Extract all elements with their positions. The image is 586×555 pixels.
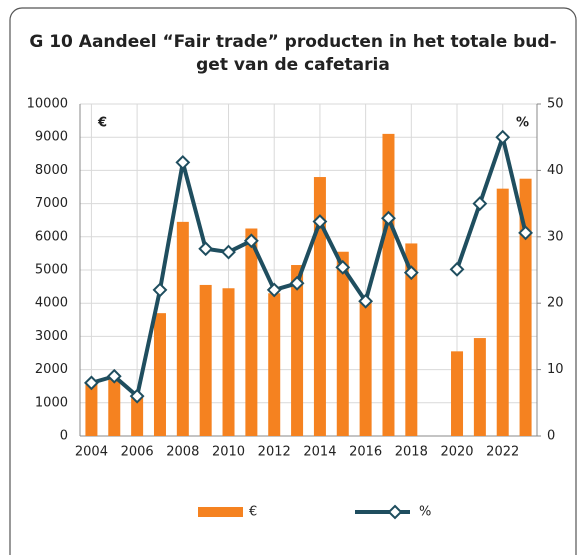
- y2-tick-label: 10: [547, 362, 564, 377]
- marker: [175, 155, 191, 170]
- bar: [245, 228, 258, 436]
- marker: [243, 233, 259, 249]
- x-tick-label: 2006: [121, 445, 154, 460]
- marker: [518, 225, 533, 241]
- y2-tick-label: 20: [547, 296, 564, 311]
- bar: [451, 351, 464, 436]
- y-tick-label: 10000: [27, 97, 68, 112]
- y-tick-label: 5000: [35, 263, 68, 278]
- x-tick-label: 2016: [349, 445, 382, 460]
- bar: [496, 188, 509, 436]
- bar: [405, 243, 418, 436]
- legend-swatch: [198, 507, 243, 517]
- y-tick-label: 1000: [35, 395, 68, 410]
- marker: [289, 275, 305, 291]
- marker: [495, 129, 511, 145]
- y-tick-label: 7000: [35, 196, 68, 211]
- legend-swatch: [387, 504, 403, 520]
- chart-title: G 10 Aandeel “Fair trade” producten in h…: [29, 32, 556, 52]
- bar: [291, 265, 304, 436]
- y-tick-label: 9000: [35, 130, 68, 145]
- bar: [268, 293, 281, 436]
- y-tick-label: 0: [60, 429, 68, 444]
- annotation: %: [516, 116, 529, 131]
- bar: [199, 284, 212, 436]
- x-tick-label: 2020: [440, 445, 473, 460]
- marker: [449, 261, 465, 277]
- annotation: €: [97, 116, 107, 131]
- marker: [221, 244, 236, 260]
- bar: [222, 288, 235, 436]
- bar: [359, 299, 372, 436]
- marker: [106, 368, 122, 384]
- bar: [153, 313, 166, 436]
- marker: [312, 214, 328, 229]
- x-tick-label: 2008: [166, 445, 199, 460]
- bar: [131, 396, 144, 436]
- bar: [519, 178, 532, 436]
- marker: [472, 196, 488, 212]
- y2-tick-label: 40: [547, 163, 564, 178]
- legend-label: €: [249, 505, 257, 520]
- y-tick-label: 2000: [35, 362, 68, 377]
- bar: [108, 379, 121, 436]
- y2-tick-label: 50: [547, 97, 564, 112]
- x-tick-label: 2018: [395, 445, 428, 460]
- bar: [336, 251, 349, 436]
- bar: [382, 133, 395, 436]
- y-tick-label: 6000: [35, 229, 68, 244]
- x-tick-label: 2022: [486, 445, 519, 460]
- y2-tick-label: 30: [547, 229, 564, 244]
- y2-tick-label: 0: [547, 429, 555, 444]
- marker: [198, 241, 214, 257]
- bar: [176, 221, 189, 436]
- x-tick-label: 2014: [303, 445, 336, 460]
- y-tick-label: 3000: [35, 329, 68, 344]
- bar: [313, 177, 326, 437]
- marker: [358, 293, 374, 309]
- marker: [381, 210, 396, 226]
- bar: [85, 382, 98, 436]
- marker: [84, 375, 99, 391]
- y-tick-label: 8000: [35, 163, 68, 178]
- marker: [335, 259, 351, 275]
- marker: [266, 282, 282, 298]
- marker: [403, 265, 419, 281]
- x-tick-label: 2004: [75, 445, 108, 460]
- legend-label: %: [419, 505, 431, 520]
- x-tick-label: 2010: [212, 445, 245, 460]
- bar: [473, 338, 486, 436]
- x-tick-label: 2012: [258, 445, 291, 460]
- chart-title: get van de cafetaria: [196, 55, 390, 75]
- y-tick-label: 4000: [35, 296, 68, 311]
- marker: [129, 388, 145, 404]
- marker: [152, 282, 168, 298]
